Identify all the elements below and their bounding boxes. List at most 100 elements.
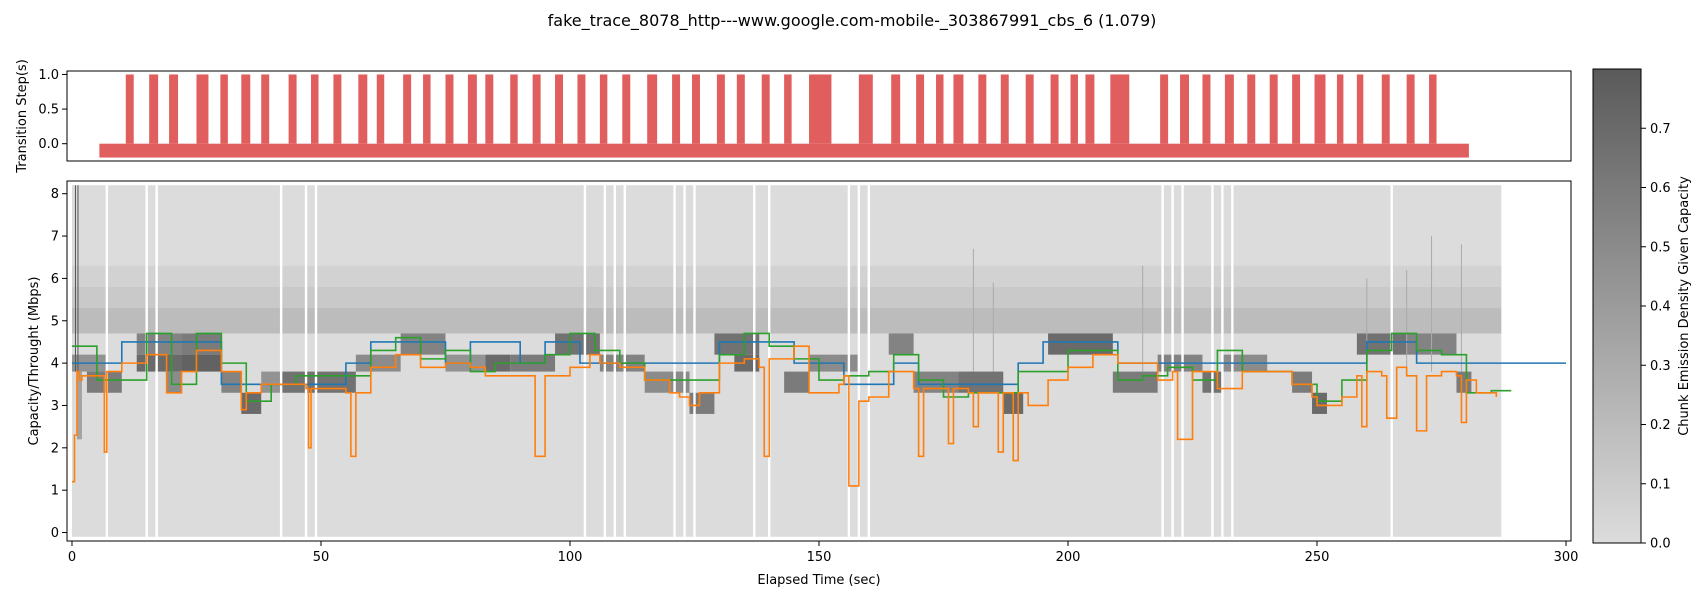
transition-step-bar	[736, 74, 745, 144]
density-cell	[644, 371, 690, 393]
colorbar-label: Chunk Emission Density Given Capacity	[1677, 176, 1692, 436]
transition-step-bar	[125, 74, 134, 144]
y-tick-label: 1.0	[38, 68, 59, 83]
density-gap	[603, 181, 607, 541]
transition-step-bar	[403, 74, 412, 144]
density-cell	[913, 371, 959, 393]
density-gap	[613, 181, 617, 541]
colorbar-ticks: 0.0 0.1 0.2 0.3 0.4 0.5 0.6 0.7	[1641, 122, 1671, 552]
density-cell	[958, 371, 1004, 393]
density-cell	[281, 371, 356, 393]
transition-step-bar	[467, 74, 477, 144]
transition-step-bar	[599, 74, 608, 144]
transition-step-bar	[1224, 74, 1234, 144]
transition-step-bar	[333, 74, 342, 144]
transition-step-bar	[784, 74, 792, 144]
transition-step-bar	[1085, 74, 1095, 144]
transition-step-bar	[358, 74, 368, 144]
density-gap	[583, 181, 587, 541]
figure-title: fake_trace_8078_http---www.google.com-mo…	[548, 11, 1157, 31]
capacity-x-ticks: 0 50 100 150 200 250 300	[68, 541, 1578, 565]
series-line	[71, 341, 1567, 386]
transition-step-bar	[1381, 74, 1390, 144]
transition-step-bar	[311, 74, 319, 144]
transition-step-bar	[220, 74, 228, 144]
y-tick-label: 7	[51, 230, 59, 245]
transition-step-bar	[1269, 74, 1278, 144]
density-cell	[261, 371, 282, 393]
density-cell	[181, 354, 222, 372]
capacity-y-label: Capacity/Throught (Mbps)	[27, 277, 42, 446]
y-tick-label: 8	[51, 187, 59, 202]
transition-step-bar	[978, 74, 987, 144]
y-tick-label: 6	[51, 272, 59, 287]
density-gap	[623, 181, 626, 541]
density-gap	[314, 181, 318, 541]
density-cell	[1112, 371, 1158, 393]
colorbar-gradient	[1592, 68, 1642, 544]
density-gap	[1161, 181, 1164, 541]
density-gap	[1171, 181, 1174, 541]
density-cell	[1312, 392, 1327, 414]
transition-step-bar	[577, 74, 586, 144]
transition-step-bar	[936, 74, 944, 144]
y-tick-label: 0	[51, 526, 59, 541]
transition-step-bar	[761, 74, 770, 144]
density-gap	[857, 181, 861, 541]
transition-step-bar	[532, 74, 541, 144]
transition-step-bar	[1314, 74, 1326, 144]
colorbar: 0.0 0.1 0.2 0.3 0.4 0.5 0.6 0.7 Chunk Emission …	[1592, 68, 1692, 552]
y-tick-label: 3	[51, 399, 59, 414]
density-gap	[683, 181, 686, 541]
transition-step-bar	[1356, 74, 1364, 144]
capacity-y-ticks: 0 1 2 3 4 5 6 7 8	[51, 187, 67, 541]
density-cell	[1456, 371, 1472, 393]
colorbar-tick-label: 0.7	[1650, 122, 1671, 137]
transition-step-bar	[1070, 74, 1078, 144]
transition-step-bar	[149, 74, 159, 144]
density-cell	[400, 333, 446, 355]
transition-step-bar	[809, 74, 832, 144]
y-tick-label: 2	[51, 441, 59, 456]
transition-step-bar	[916, 74, 925, 144]
transition-step-bar	[647, 74, 658, 144]
series-lines	[71, 185, 1567, 487]
colorbar-tick-label: 0.6	[1650, 181, 1671, 196]
transition-step-bar	[196, 74, 209, 144]
transition-step-bar	[261, 74, 270, 144]
density-gap	[867, 181, 871, 541]
transition-step-bar	[858, 74, 873, 144]
x-axis-label: Elapsed Time (sec)	[757, 573, 880, 588]
density-cell	[555, 333, 600, 355]
density-gap	[155, 181, 158, 541]
density-cell	[714, 333, 760, 355]
transition-step-bar	[485, 74, 494, 144]
density-gap	[673, 181, 676, 541]
transition-frame	[66, 70, 1572, 162]
colorbar-tick-label: 0.3	[1650, 359, 1671, 374]
series-line	[71, 345, 1498, 487]
colorbar-tick-label: 0.5	[1650, 240, 1671, 255]
density-cell	[136, 354, 182, 372]
density-cell	[1292, 371, 1313, 393]
transition-y-label: Transition Step(s)	[15, 59, 30, 174]
transition-step-bar	[1160, 74, 1169, 144]
x-tick-label: 50	[313, 550, 330, 565]
transition-step-bar	[1292, 74, 1301, 144]
transition-step-bar	[716, 74, 725, 144]
transition-step-bar	[1025, 74, 1034, 144]
transition-step-bar	[288, 74, 297, 144]
density-gap	[1231, 181, 1234, 541]
density-cell	[221, 371, 242, 393]
transition-step-bar	[423, 74, 431, 144]
density-gap	[693, 181, 696, 541]
transition-step-bar	[891, 74, 901, 144]
transition-step-bar	[1000, 74, 1009, 144]
density-gap	[847, 181, 851, 541]
transition-panel: 0.0 0.5 1.0 Transition Step(s)	[15, 59, 1572, 174]
density-cell	[689, 392, 715, 414]
transition-step-bar	[1336, 74, 1344, 144]
density-gap	[105, 181, 109, 541]
x-tick-label: 200	[1056, 550, 1081, 565]
transition-step-bar	[1110, 74, 1130, 144]
